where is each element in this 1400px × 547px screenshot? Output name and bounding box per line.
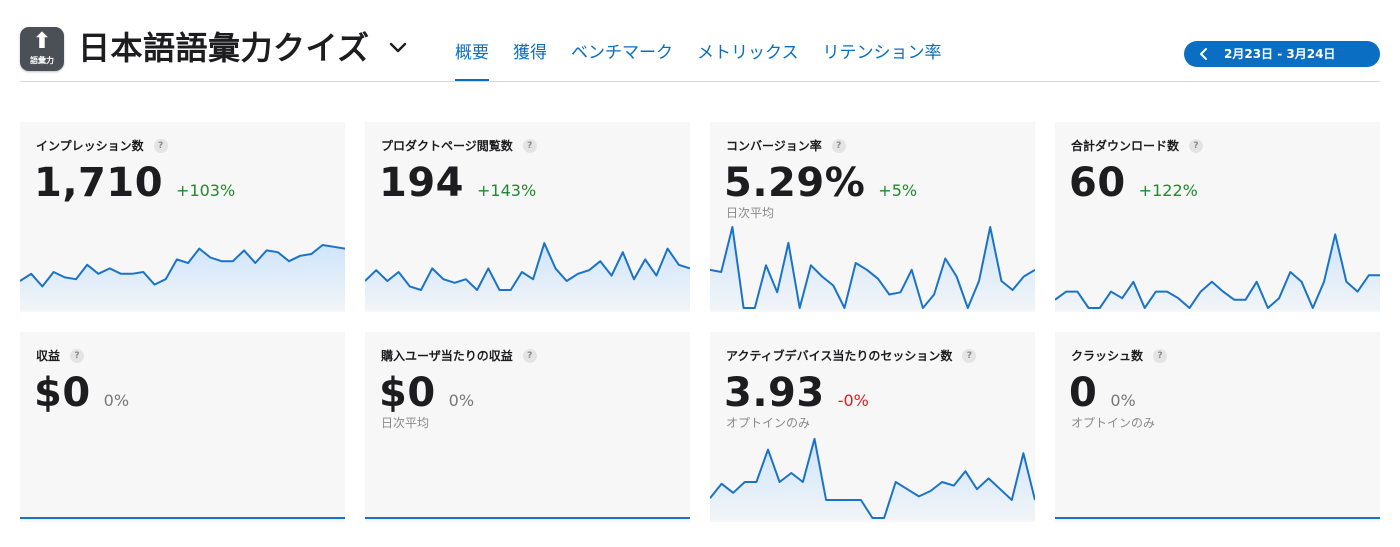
- sparkline-chart: [365, 517, 690, 520]
- metric-value: $0: [34, 370, 91, 416]
- metric-value: 0: [1069, 370, 1098, 416]
- help-icon[interactable]: ?: [1189, 139, 1204, 153]
- header-divider: [20, 81, 1380, 82]
- card-title: クラッシュ数: [1071, 349, 1144, 363]
- help-icon[interactable]: ?: [1153, 349, 1168, 363]
- chevron-left-icon[interactable]: [1196, 46, 1212, 62]
- sparkline-chart: [710, 226, 1035, 310]
- date-range-label: 2月23日 - 3月24日: [1224, 47, 1336, 61]
- metric-subtitle: オプトインのみ: [726, 416, 811, 430]
- metric-card-revenue[interactable]: 収益 ? $0 0%: [20, 332, 345, 522]
- metric-card-impressions[interactable]: インプレッション数 ? 1,710 +103%: [20, 122, 345, 312]
- metric-delta: -0%: [837, 391, 869, 410]
- sparkline-line: [710, 437, 1035, 519]
- app-icon: ⬆ 語彙力: [20, 27, 64, 71]
- tab-overview[interactable]: 概要: [455, 38, 489, 81]
- metric-delta: 0%: [103, 391, 130, 410]
- sparkline-line: [710, 226, 1035, 309]
- date-range-button[interactable]: 2月23日 - 3月24日: [1184, 41, 1380, 67]
- help-icon[interactable]: ?: [153, 139, 168, 153]
- card-title: アクティブデバイス当たりのセッション数: [726, 349, 953, 363]
- sparkline-chart: [365, 242, 690, 310]
- metric-card-crashes[interactable]: クラッシュ数 ? 0 0% オプトインのみ: [1055, 332, 1380, 522]
- sparkline-area: [1055, 234, 1380, 310]
- sparkline-chart: [20, 244, 345, 310]
- metric-card-conversion-rate[interactable]: コンバージョン率 ? 5.29% +5% 日次平均: [710, 122, 1035, 312]
- chevron-down-icon[interactable]: [384, 33, 412, 61]
- metric-value: 5.29%: [724, 160, 866, 206]
- sparkline-line: [20, 244, 345, 288]
- app-icon-label: 語彙力: [30, 56, 54, 65]
- sparkline-chart: [1055, 517, 1380, 520]
- metric-card-sessions-per-device[interactable]: アクティブデバイス当たりのセッション数 ? 3.93 -0% オプトインのみ: [710, 332, 1035, 522]
- card-title: コンバージョン率: [726, 139, 822, 153]
- sparkline-chart: [1055, 233, 1380, 310]
- metric-subtitle: オプトインのみ: [1071, 416, 1156, 430]
- metric-value: 194: [379, 160, 464, 206]
- metric-delta: +103%: [176, 181, 236, 200]
- metric-card-product-page-views[interactable]: プロダクトページ閲覧数 ? 194 +143%: [365, 122, 690, 312]
- metric-subtitle: 日次平均: [381, 416, 430, 430]
- card-title: インプレッション数: [36, 139, 144, 153]
- nav-tabs: 概要 獲得 ベンチマーク メトリックス リテンション率: [455, 38, 966, 82]
- help-icon[interactable]: ?: [962, 349, 977, 363]
- sparkline-line: [1055, 233, 1380, 309]
- metric-value: 60: [1069, 160, 1126, 206]
- metric-value: $0: [379, 370, 436, 416]
- metric-delta: +5%: [878, 181, 918, 200]
- metric-card-total-downloads[interactable]: 合計ダウンロード数 ? 60 +122%: [1055, 122, 1380, 312]
- card-title: 合計ダウンロード数: [1071, 139, 1180, 153]
- metric-delta: +143%: [477, 181, 537, 200]
- metric-card-revenue-per-paying-user[interactable]: 購入ユーザ当たりの収益 ? $0 0% 日次平均: [365, 332, 690, 522]
- help-icon[interactable]: ?: [522, 139, 537, 153]
- card-title: プロダクトページ閲覧数: [381, 139, 513, 153]
- tab-acquisition[interactable]: 獲得: [513, 43, 547, 63]
- sparkline-line: [365, 242, 690, 291]
- sparkline-area: [710, 438, 1035, 520]
- tab-benchmarks[interactable]: ベンチマーク: [571, 43, 673, 63]
- metric-value: 1,710: [34, 160, 164, 206]
- sparkline-chart: [710, 437, 1035, 520]
- sparkline-area: [20, 245, 345, 310]
- help-icon[interactable]: ?: [831, 139, 846, 153]
- metric-delta: 0%: [448, 391, 475, 410]
- metric-delta: +122%: [1138, 181, 1198, 200]
- arrow-up-icon: ⬆: [32, 29, 52, 54]
- app-header: ⬆ 語彙力 日本語語彙力クイズ 概要 獲得 ベンチマーク メトリックス リテンシ…: [0, 0, 1400, 82]
- tab-retention[interactable]: リテンション率: [822, 43, 942, 63]
- metric-subtitle: 日次平均: [726, 206, 775, 220]
- app-title[interactable]: 日本語語彙力クイズ: [78, 29, 370, 67]
- metric-value: 3.93: [724, 370, 825, 416]
- card-title: 収益: [36, 349, 61, 363]
- help-icon[interactable]: ?: [70, 349, 85, 363]
- tab-metrics[interactable]: メトリックス: [697, 43, 799, 63]
- card-title: 購入ユーザ当たりの収益: [381, 349, 513, 363]
- sparkline-chart: [20, 517, 345, 520]
- metric-delta: 0%: [1110, 391, 1136, 410]
- help-icon[interactable]: ?: [522, 349, 537, 363]
- sparkline-area: [710, 227, 1035, 310]
